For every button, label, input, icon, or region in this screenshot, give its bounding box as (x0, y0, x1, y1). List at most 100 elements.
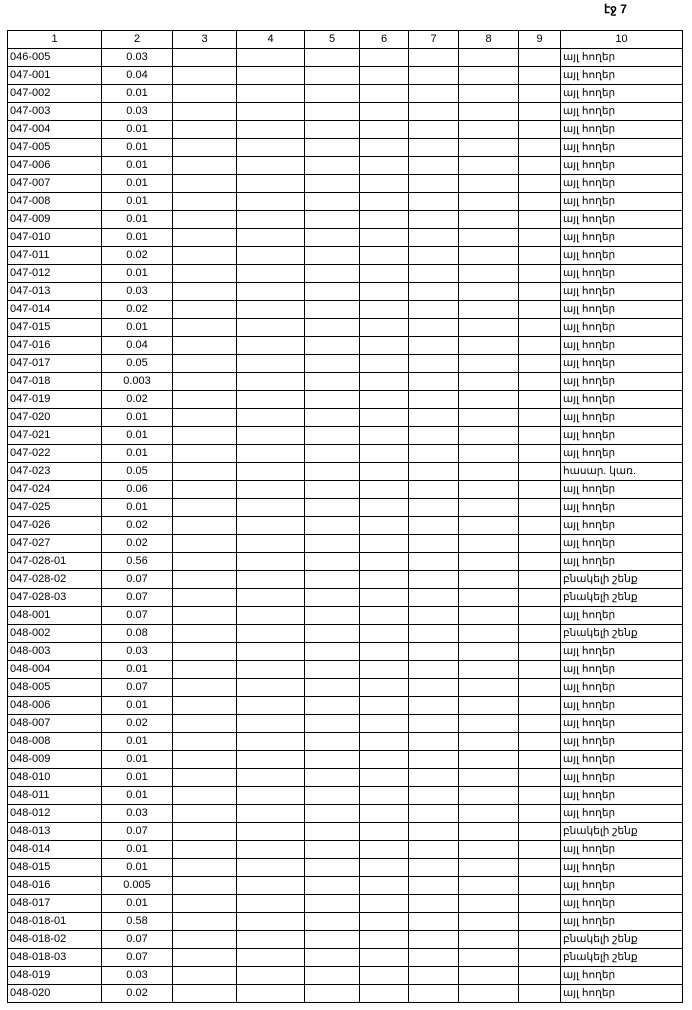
empty-cell (458, 768, 519, 787)
empty-cell (304, 138, 360, 157)
empty-cell (408, 840, 459, 859)
land-use: այլ հողեր (560, 498, 683, 517)
area-value: 0.08 (101, 624, 173, 643)
empty-cell (172, 858, 237, 877)
empty-cell (236, 714, 305, 733)
empty-cell (304, 606, 360, 625)
empty-cell (236, 66, 305, 85)
empty-cell (408, 570, 459, 589)
empty-cell (172, 498, 237, 517)
empty-cell (304, 354, 360, 373)
land-parcel-table: 1 2 3 4 5 6 7 8 9 10 046-005 0.03 այլ հողեր 047-001 0… (7, 30, 683, 1003)
area-value: 0.03 (101, 804, 173, 823)
parcel-code: 047-020 (7, 408, 102, 427)
column-header-8: 8 (458, 30, 519, 49)
area-value: 0.02 (101, 300, 173, 319)
empty-cell (518, 228, 561, 247)
empty-cell (458, 894, 519, 913)
empty-cell (518, 318, 561, 337)
parcel-code: 047-006 (7, 156, 102, 175)
empty-cell (304, 660, 360, 679)
empty-cell (304, 192, 360, 211)
table-row: 047-009 0.01 այլ հողեր (7, 210, 683, 229)
land-use: այլ հողեր (560, 408, 683, 427)
empty-cell (304, 462, 360, 481)
empty-cell (236, 102, 305, 121)
area-value: 0.07 (101, 570, 173, 589)
empty-cell (458, 804, 519, 823)
area-value: 0.01 (101, 444, 173, 463)
page-number: էջ 7 (604, 2, 627, 16)
land-use: այլ հողեր (560, 984, 683, 1003)
parcel-code: 047-005 (7, 138, 102, 157)
area-value: 0.58 (101, 912, 173, 931)
empty-cell (518, 660, 561, 679)
table-row: 047-027 0.02 այլ հողեր (7, 534, 683, 553)
empty-cell (518, 678, 561, 697)
empty-cell (408, 444, 459, 463)
parcel-code: 048-003 (7, 642, 102, 661)
empty-cell (304, 984, 360, 1003)
land-use: այլ հողեր (560, 390, 683, 409)
empty-cell (518, 516, 561, 535)
empty-cell (359, 174, 409, 193)
area-value: 0.01 (101, 750, 173, 769)
empty-cell (458, 462, 519, 481)
empty-cell (236, 534, 305, 553)
empty-cell (304, 570, 360, 589)
parcel-code: 047-016 (7, 336, 102, 355)
empty-cell (359, 534, 409, 553)
empty-cell (458, 192, 519, 211)
empty-cell (359, 84, 409, 103)
table-row: 046-005 0.03 այլ հողեր (7, 48, 683, 67)
table-row: 047-025 0.01 այլ հողեր (7, 498, 683, 517)
land-use: այլ հողեր (560, 444, 683, 463)
empty-cell (458, 264, 519, 283)
empty-cell (172, 120, 237, 139)
parcel-code: 047-015 (7, 318, 102, 337)
table-row: 047-012 0.01 այլ հողեր (7, 264, 683, 283)
land-use: այլ հողեր (560, 156, 683, 175)
table-row: 048-012 0.03 այլ հողեր (7, 804, 683, 823)
empty-cell (359, 210, 409, 229)
empty-cell (458, 948, 519, 967)
empty-cell (359, 984, 409, 1003)
empty-cell (408, 822, 459, 841)
empty-cell (518, 372, 561, 391)
empty-cell (518, 966, 561, 985)
empty-cell (172, 102, 237, 121)
empty-cell (236, 966, 305, 985)
parcel-code: 048-010 (7, 768, 102, 787)
empty-cell (359, 966, 409, 985)
table-row: 048-008 0.01 այլ հողեր (7, 732, 683, 751)
empty-cell (236, 786, 305, 805)
empty-cell (359, 120, 409, 139)
area-value: 0.01 (101, 498, 173, 517)
empty-cell (408, 156, 459, 175)
area-value: 0.01 (101, 84, 173, 103)
empty-cell (458, 246, 519, 265)
empty-cell (408, 516, 459, 535)
column-header-5: 5 (304, 30, 360, 49)
empty-cell (518, 102, 561, 121)
empty-cell (408, 588, 459, 607)
empty-cell (172, 678, 237, 697)
empty-cell (458, 66, 519, 85)
empty-cell (172, 48, 237, 67)
parcel-code: 047-002 (7, 84, 102, 103)
empty-cell (304, 876, 360, 895)
empty-cell (236, 48, 305, 67)
empty-cell (359, 786, 409, 805)
table-row: 047-024 0.06 այլ հողեր (7, 480, 683, 499)
empty-cell (236, 462, 305, 481)
empty-cell (304, 552, 360, 571)
empty-cell (236, 300, 305, 319)
table-row: 047-005 0.01 այլ հողեր (7, 138, 683, 157)
empty-cell (304, 732, 360, 751)
empty-cell (518, 426, 561, 445)
empty-cell (304, 228, 360, 247)
land-use: այլ հողեր (560, 714, 683, 733)
area-value: 0.01 (101, 426, 173, 445)
empty-cell (518, 912, 561, 931)
empty-cell (304, 156, 360, 175)
